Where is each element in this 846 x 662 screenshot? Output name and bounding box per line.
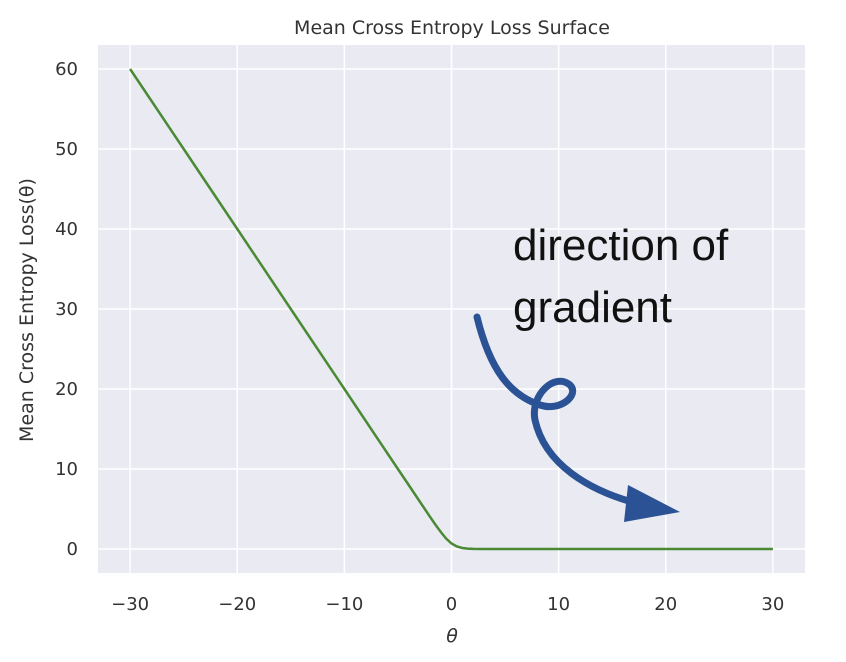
- y-tick-label: 30: [55, 299, 78, 320]
- gradient-annotation: direction of gradient: [473, 221, 729, 522]
- y-tick-label: 10: [55, 459, 78, 480]
- x-tick-label: −10: [325, 594, 363, 615]
- x-tick-label: −20: [218, 594, 256, 615]
- x-tick-label: −30: [111, 594, 149, 615]
- x-tick-label: 10: [547, 594, 570, 615]
- annotation-line-2: gradient: [513, 283, 672, 332]
- y-axis-label: Mean Cross Entropy Loss(θ): [16, 178, 38, 442]
- annotation-line-1: direction of: [513, 221, 729, 270]
- curly-arrow-icon: [473, 313, 636, 506]
- x-axis-label: θ: [446, 625, 458, 647]
- y-tick-label: 0: [67, 539, 78, 560]
- chart-title: Mean Cross Entropy Loss Surface: [294, 17, 610, 39]
- x-tick-label: 0: [446, 594, 457, 615]
- y-tick-label: 40: [55, 219, 78, 240]
- x-tick-label: 20: [654, 594, 677, 615]
- y-tick-label: 60: [55, 59, 78, 80]
- loss-curve: [129, 68, 773, 551]
- arrowhead-icon: [624, 485, 680, 522]
- y-tick-label: 20: [55, 379, 78, 400]
- y-tick-label: 50: [55, 139, 78, 160]
- x-tick-label: 30: [761, 594, 784, 615]
